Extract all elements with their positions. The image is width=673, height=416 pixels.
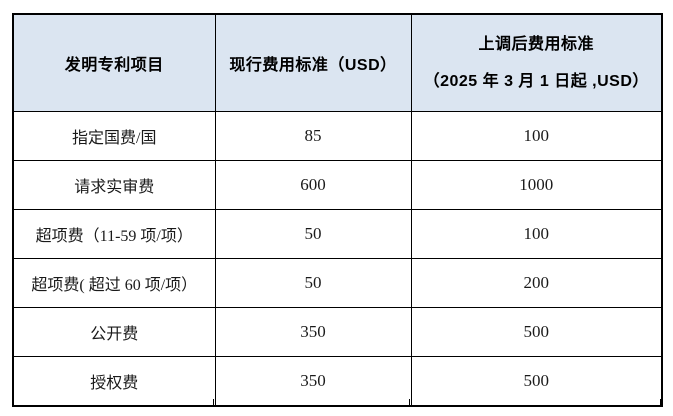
table-row: 超项费（11-59 项/项） 50 100: [12, 209, 663, 259]
header-current-fee-column: 现行费用标准（USD）: [214, 13, 412, 112]
cell-current-fee: 600: [214, 160, 412, 210]
cutoff-gridline-stub: [409, 399, 410, 407]
cell-current-fee: 50: [214, 258, 412, 308]
cutoff-gridline-stub: [213, 399, 214, 407]
table-row: 指定国费/国 85 100: [12, 111, 663, 161]
cell-new-fee: 1000: [410, 160, 663, 210]
patent-fee-table: 发明专利项目 现行费用标准（USD） 上调后费用标准 （2025 年 3 月 1…: [12, 13, 663, 407]
header-new-fee-column: 上调后费用标准 （2025 年 3 月 1 日起 ,USD）: [410, 13, 663, 112]
header-new-fee-label-line1: 上调后费用标准: [478, 35, 594, 53]
cell-current-fee: 85: [214, 111, 412, 161]
table-row: 公开费 350 500: [12, 307, 663, 357]
header-item-column: 发明专利项目: [12, 13, 216, 112]
header-item-label: 发明专利项目: [64, 57, 164, 74]
cell-item: 指定国费/国: [12, 111, 216, 161]
cell-current-fee: 350: [214, 356, 412, 407]
cell-item: 授权费: [12, 356, 216, 407]
cell-new-fee: 200: [410, 258, 663, 308]
cell-new-fee: 100: [410, 209, 663, 259]
table-row: 超项费( 超过 60 项/项） 50 200: [12, 258, 663, 308]
cell-new-fee: 100: [410, 111, 663, 161]
cell-item: 超项费( 超过 60 项/项）: [12, 258, 216, 308]
cutoff-gridline-stub: [660, 399, 662, 407]
header-new-fee-label-line2: （2025 年 3 月 1 日起 ,USD）: [423, 72, 649, 90]
cell-current-fee: 50: [214, 209, 412, 259]
cell-item: 超项费（11-59 项/项）: [12, 209, 216, 259]
table-row: 授权费 350 500: [12, 356, 663, 407]
cell-new-fee: 500: [410, 307, 663, 357]
cell-current-fee: 350: [214, 307, 412, 357]
table-row: 请求实审费 600 1000: [12, 160, 663, 210]
header-current-fee-label: 现行费用标准（USD）: [229, 57, 397, 74]
table-header-row: 发明专利项目 现行费用标准（USD） 上调后费用标准 （2025 年 3 月 1…: [12, 13, 663, 112]
cell-new-fee: 500: [410, 356, 663, 407]
cell-item: 公开费: [12, 307, 216, 357]
cell-item: 请求实审费: [12, 160, 216, 210]
